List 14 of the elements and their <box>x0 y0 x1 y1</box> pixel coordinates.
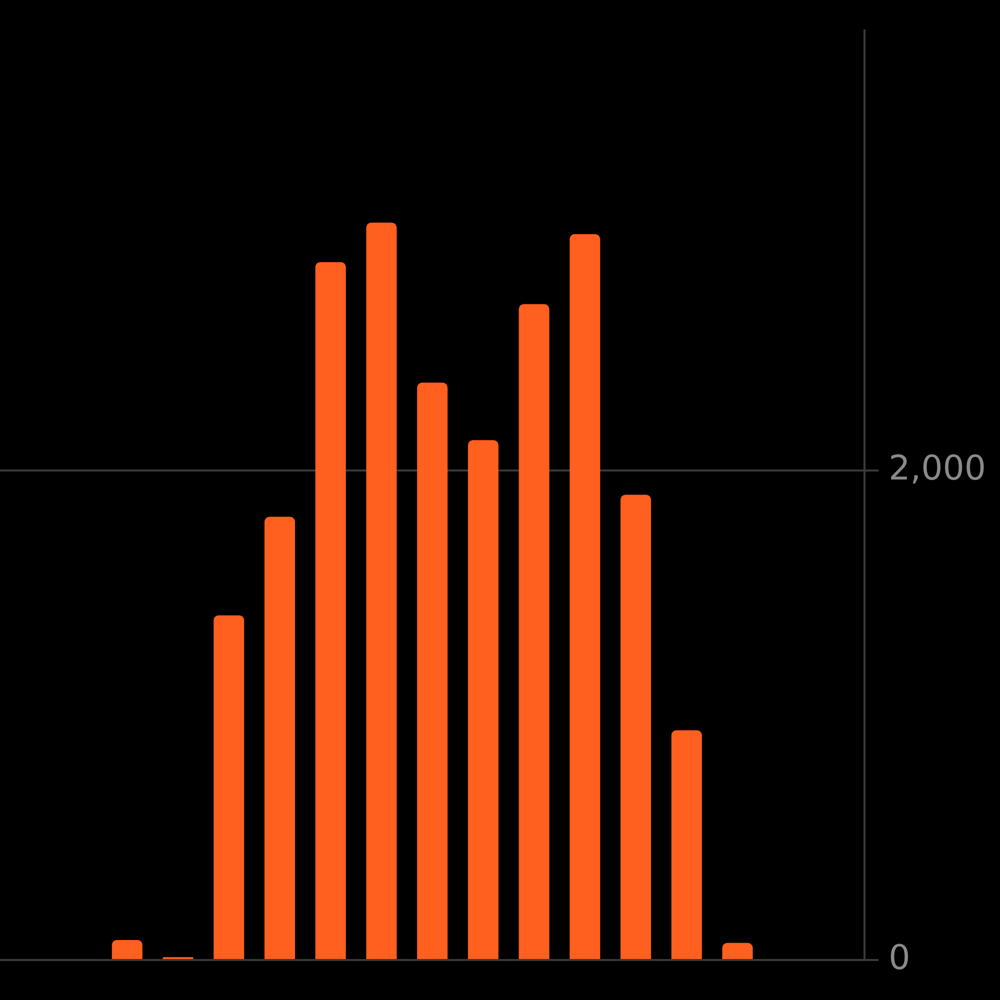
bar <box>722 942 753 959</box>
bar <box>620 494 652 959</box>
y-tick-label: 2,000 <box>888 448 986 489</box>
bar <box>417 382 448 959</box>
bar <box>214 615 244 959</box>
bar <box>366 222 397 959</box>
bar <box>315 262 346 959</box>
y-tick-label: 0 <box>888 938 910 978</box>
bar <box>112 940 142 959</box>
bar <box>468 440 498 959</box>
bar <box>671 730 702 959</box>
bar <box>264 516 296 959</box>
bar <box>518 304 550 959</box>
bar <box>570 234 600 959</box>
